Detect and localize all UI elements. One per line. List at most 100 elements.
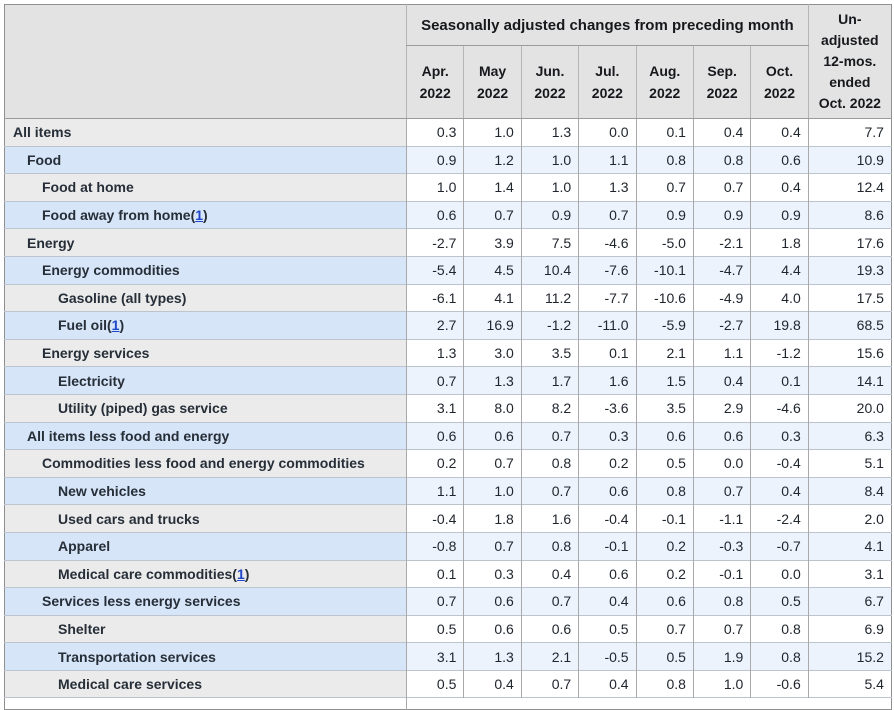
- value-cell: 0.7: [520, 587, 579, 616]
- value-cell: 0.9: [692, 200, 751, 229]
- value-cell: 0.7: [463, 531, 522, 560]
- value-cell: 1.1: [405, 476, 464, 505]
- value-cell: 8.4: [807, 476, 892, 505]
- row-label: Medical care services: [4, 669, 407, 698]
- table-row: Shelter 0.5 0.6 0.6 0.5 0.7 0.7 0.8 6.9: [4, 614, 892, 643]
- footnote-link[interactable]: 1: [195, 207, 204, 224]
- value-cell: 0.4: [692, 118, 751, 147]
- row-label: Energy: [4, 228, 407, 257]
- value-cell: -0.6: [750, 669, 809, 698]
- value-cell: 3.5: [520, 338, 579, 367]
- value-cell: 4.5: [463, 255, 522, 285]
- value-cell: 0.6: [635, 421, 694, 450]
- value-cell: 1.0: [405, 173, 464, 202]
- value-cell: -2.4: [750, 504, 809, 533]
- value-cell: 0.2: [578, 449, 637, 478]
- value-cell: -4.7: [692, 255, 751, 285]
- value-cell: 0.8: [635, 145, 694, 174]
- value-cell: 0.5: [635, 642, 694, 671]
- value-cell: 7.7: [807, 118, 892, 147]
- value-cell: 0.7: [635, 614, 694, 643]
- row-label: All items: [4, 118, 407, 147]
- seasonally-adjusted-group-header: Seasonally adjusted changes from precedi…: [406, 4, 809, 46]
- value-cell: 0.8: [520, 449, 579, 478]
- value-cell: 0.1: [635, 118, 694, 147]
- value-cell: -5.0: [635, 228, 694, 257]
- value-cell: 1.7: [520, 366, 579, 395]
- value-cell: 6.3: [807, 421, 892, 450]
- table-row: Food away from home(1) 0.6 0.7 0.9 0.7 0.9 0.9…: [4, 200, 892, 229]
- value-cell: 4.0: [750, 283, 809, 312]
- value-cell: 1.3: [463, 366, 522, 395]
- value-cell: 0.7: [692, 173, 751, 202]
- value-cell: 1.3: [405, 338, 464, 367]
- value-cell: 0.7: [463, 449, 522, 478]
- table-row: Energy -2.7 3.9 7.5 -4.6 -5.0 -2.1 1.8 17.6: [4, 228, 892, 257]
- row-label: Electricity: [4, 366, 407, 395]
- value-cell: 11.2: [520, 283, 579, 312]
- table-row: Food 0.9 1.2 1.0 1.1 0.8 0.8 0.6 10.9: [4, 145, 892, 174]
- value-cell: -10.1: [635, 255, 694, 285]
- value-cell: 0.7: [405, 366, 464, 395]
- value-cell: 0.2: [635, 559, 694, 588]
- row-label: Utility (piped) gas service: [4, 393, 407, 423]
- value-cell: 1.9: [692, 642, 751, 671]
- month-column-header: Jul. 2022: [578, 45, 637, 119]
- value-cell: 8.0: [463, 393, 522, 423]
- table-row: Services less energy services 0.7 0.6 0.7 0.…: [4, 587, 892, 616]
- value-cell: 0.3: [405, 118, 464, 147]
- value-cell: 0.8: [750, 614, 809, 643]
- value-cell: 0.9: [405, 145, 464, 174]
- value-cell: -5.4: [405, 255, 464, 285]
- value-cell: 17.5: [807, 283, 892, 312]
- value-cell: 0.2: [405, 449, 464, 478]
- table-row: Energy services 1.3 3.0 3.5 0.1 2.1 1.1 -1.2 15.…: [4, 338, 892, 367]
- value-cell: 15.6: [807, 338, 892, 367]
- value-cell: -1.2: [750, 338, 809, 367]
- row-label: Food away from home(1): [4, 200, 407, 229]
- table-row: Apparel -0.8 0.7 0.8 -0.1 0.2 -0.3 -0.7 4.1: [4, 531, 892, 560]
- month-column-header: Oct. 2022: [750, 45, 809, 119]
- row-label: Energy commodities: [4, 255, 407, 285]
- value-cell: 0.4: [578, 587, 637, 616]
- month-column-header: Sep. 2022: [692, 45, 751, 119]
- value-cell: 3.1: [405, 393, 464, 423]
- value-cell: 0.0: [750, 559, 809, 588]
- month-column-header: Aug. 2022: [635, 45, 694, 119]
- footnote-link[interactable]: 1: [236, 565, 245, 582]
- table-row: Medical care commodities(1) 0.1 0.3 0.4 0.6 0…: [4, 559, 892, 588]
- value-cell: 0.3: [750, 421, 809, 450]
- table-row: Utility (piped) gas service 3.1 8.0 8.2 -3.6…: [4, 393, 892, 423]
- value-cell: 0.5: [635, 449, 694, 478]
- value-cell: 0.0: [578, 118, 637, 147]
- unadjusted-12mos-header: Un-adjusted 12-mos. ended Oct. 2022: [807, 4, 892, 119]
- row-label: Used cars and trucks: [4, 504, 407, 533]
- footnote-link[interactable]: 1: [111, 317, 120, 334]
- value-cell: 0.7: [692, 614, 751, 643]
- value-cell: 0.6: [635, 587, 694, 616]
- value-cell: 0.7: [463, 200, 522, 229]
- value-cell: 0.3: [463, 559, 522, 588]
- value-cell: 0.7: [520, 421, 579, 450]
- row-label: Commodities less food and energy commodi…: [4, 449, 407, 478]
- value-cell: 0.4: [578, 669, 637, 698]
- partial-label-cell: [4, 697, 407, 710]
- value-cell: 12.4: [807, 173, 892, 202]
- value-cell: 1.3: [520, 118, 579, 147]
- table-row: All items less food and energy 0.6 0.6 0.7 0…: [4, 421, 892, 450]
- value-cell: -2.7: [405, 228, 464, 257]
- row-label: New vehicles: [4, 476, 407, 505]
- value-cell: 0.8: [520, 531, 579, 560]
- value-cell: -1.2: [520, 311, 579, 340]
- value-cell: 7.5: [520, 228, 579, 257]
- partial-next-row: [4, 697, 892, 710]
- value-cell: 8.6: [807, 200, 892, 229]
- table-row: Electricity 0.7 1.3 1.7 1.6 1.5 0.4 0.1 14.1: [4, 366, 892, 395]
- value-cell: 0.0: [692, 449, 751, 478]
- value-cell: -11.0: [578, 311, 637, 340]
- value-cell: 6.7: [807, 587, 892, 616]
- value-cell: 19.8: [750, 311, 809, 340]
- value-cell: 0.3: [578, 421, 637, 450]
- value-cell: 0.5: [578, 614, 637, 643]
- value-cell: 4.4: [750, 255, 809, 285]
